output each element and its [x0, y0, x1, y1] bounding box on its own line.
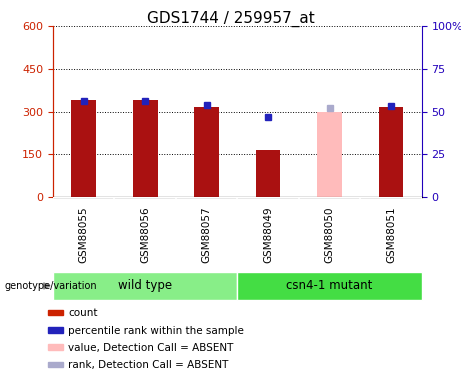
Text: GSM88057: GSM88057	[201, 206, 212, 262]
Bar	[47, 362, 63, 367]
Text: GSM88050: GSM88050	[325, 206, 335, 262]
FancyBboxPatch shape	[237, 272, 422, 300]
Bar	[47, 327, 63, 333]
Bar	[195, 107, 219, 197]
Text: percentile rank within the sample: percentile rank within the sample	[68, 326, 244, 336]
Bar	[71, 100, 96, 197]
Bar	[47, 344, 63, 350]
Text: wild type: wild type	[118, 279, 172, 292]
Text: GDS1744 / 259957_at: GDS1744 / 259957_at	[147, 11, 314, 27]
Text: value, Detection Call = ABSENT: value, Detection Call = ABSENT	[68, 343, 234, 353]
Text: csn4-1 mutant: csn4-1 mutant	[286, 279, 373, 292]
Text: GSM88055: GSM88055	[79, 206, 89, 262]
Text: GSM88056: GSM88056	[140, 206, 150, 262]
Text: rank, Detection Call = ABSENT: rank, Detection Call = ABSENT	[68, 360, 229, 370]
FancyBboxPatch shape	[53, 272, 237, 300]
Bar	[379, 107, 403, 197]
Text: count: count	[68, 308, 98, 318]
Bar	[256, 150, 280, 197]
Bar	[133, 100, 158, 197]
Bar	[317, 112, 342, 197]
Bar	[47, 309, 63, 315]
Text: GSM88051: GSM88051	[386, 206, 396, 262]
Text: GSM88049: GSM88049	[263, 206, 273, 262]
Text: genotype/variation: genotype/variation	[5, 281, 97, 291]
